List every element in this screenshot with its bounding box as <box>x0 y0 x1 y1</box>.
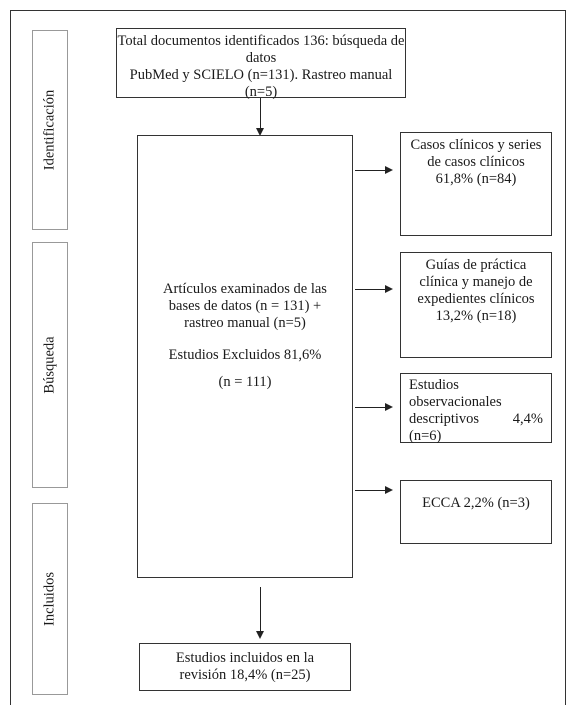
arrow-top-to-center-head <box>256 128 264 136</box>
stage-identificacion: Identificación <box>32 30 68 230</box>
arrow-top-to-center <box>260 98 261 128</box>
arrow-to-casos-head <box>385 166 393 174</box>
arrow-to-guias-head <box>385 285 393 293</box>
arrow-to-guias <box>355 289 385 290</box>
stage-identificacion-label: Identificación <box>41 89 58 171</box>
stage-incluidos-label: Incluidos <box>41 572 58 626</box>
identification-line-2: PubMed y SCIELO (n=131). Rastreo manual … <box>129 67 393 100</box>
ecca-line-1: ECCA 2,2% (n=3) <box>422 495 530 511</box>
screening-line-3: rastreo manual (n=5) <box>184 315 306 331</box>
included-line-2: revisión 18,4% (n=25) <box>179 667 311 683</box>
casos-line-2: de casos clínicos <box>427 154 525 170</box>
arrow-to-observacionales-head <box>385 403 393 411</box>
observacionales-line-2: observacionales <box>409 394 502 410</box>
casos-line-1: Casos clínicos y series <box>410 137 542 153</box>
identification-box: Total documentos identificados 136: búsq… <box>116 28 406 100</box>
arrow-to-ecca-head <box>385 486 393 494</box>
diagram-frame <box>10 10 566 705</box>
observacionales-line-3: descriptivos <box>409 411 480 427</box>
guias-line-1: Guías de práctica <box>425 257 527 273</box>
arrow-center-to-bottom-head <box>256 631 264 639</box>
observacionales-line-1: Estudios <box>409 377 459 393</box>
excluded-count: (n = 111) <box>218 374 272 390</box>
observacionales-line-4: (n=6) <box>409 428 442 444</box>
stage-busqueda: Búsqueda <box>32 242 68 488</box>
stage-incluidos: Incluidos <box>32 503 68 695</box>
casos-line-3: 61,8% (n=84) <box>435 171 517 187</box>
guias-line-2: clínica y manejo de <box>419 274 533 290</box>
guias-line-3: expedientes clínicos <box>417 291 535 307</box>
stage-busqueda-label: Búsqueda <box>41 336 58 394</box>
included-line-1: Estudios incluidos en la <box>175 650 315 666</box>
guias-box: Guías de práctica clínica y manejo de ex… <box>400 252 552 358</box>
included-box: Estudios incluidos en la revisión 18,4% … <box>139 643 351 691</box>
screening-line-2: bases de datos (n = 131) + <box>168 298 322 314</box>
observacionales-pct: 4,4% <box>512 411 543 427</box>
ecca-box: ECCA 2,2% (n=3) <box>400 480 552 544</box>
guias-line-4: 13,2% (n=18) <box>435 308 517 324</box>
casos-box: Casos clínicos y series de casos clínico… <box>400 132 552 236</box>
excluded-label: Estudios Excluidos 81,6% <box>168 347 322 363</box>
arrow-to-ecca <box>355 490 385 491</box>
arrow-to-observacionales <box>355 407 385 408</box>
arrow-center-to-bottom <box>260 587 261 631</box>
observacionales-box: Estudios observacionales descriptivos 4,… <box>400 373 552 444</box>
arrow-to-casos <box>355 170 385 171</box>
screening-line-1: Artículos examinados de las <box>163 281 327 297</box>
screening-box: Artículos examinados de las bases de dat… <box>137 135 353 578</box>
identification-line-1: Total documentos identificados 136: búsq… <box>117 33 405 66</box>
